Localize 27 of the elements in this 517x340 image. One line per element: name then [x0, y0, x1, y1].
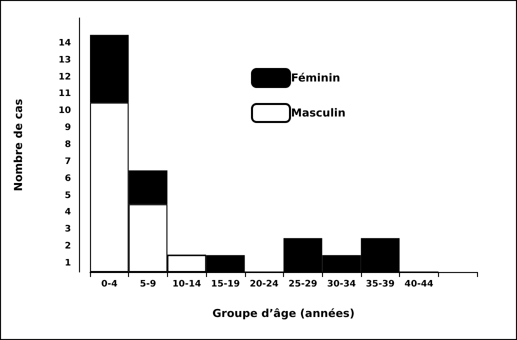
x-tick-label: 40-44: [404, 280, 434, 290]
y-tick-label: 6: [64, 174, 71, 184]
y-tick-label: 9: [64, 123, 71, 134]
y-tick-label: 5: [64, 190, 71, 201]
y-axis-title: Nombre de cas: [12, 98, 25, 192]
y-tick-label: 3: [64, 224, 71, 235]
y-tick-label: 1: [64, 258, 71, 269]
y-tick-label: 12: [58, 72, 71, 82]
y-tick-label: 14: [58, 38, 71, 48]
x-tick-label: 15-19: [211, 280, 240, 290]
y-tick-label: 10: [58, 106, 71, 116]
legend-label: Féminin: [291, 72, 340, 84]
y-tick-label: 7: [64, 156, 71, 167]
y-tick-label: 13: [58, 55, 71, 66]
y-tick-label: 2: [64, 242, 71, 252]
y-tick-label: 8: [64, 140, 71, 150]
x-tick-label: 5-9: [140, 280, 156, 290]
x-axis-title: Groupe d’âge (années): [212, 307, 355, 320]
x-tick-label: 30-34: [327, 280, 356, 290]
x-tick-label: 10-14: [172, 280, 202, 290]
x-tick-label: 35-39: [366, 280, 395, 290]
y-tick-label: 4: [64, 208, 71, 218]
x-tick-label: 0-4: [101, 280, 118, 290]
x-tick-label: 20-24: [250, 280, 279, 290]
y-tick-label: 11: [58, 89, 71, 100]
x-tick-label: 25-29: [288, 280, 318, 290]
legend-label: Masculin: [291, 106, 346, 120]
